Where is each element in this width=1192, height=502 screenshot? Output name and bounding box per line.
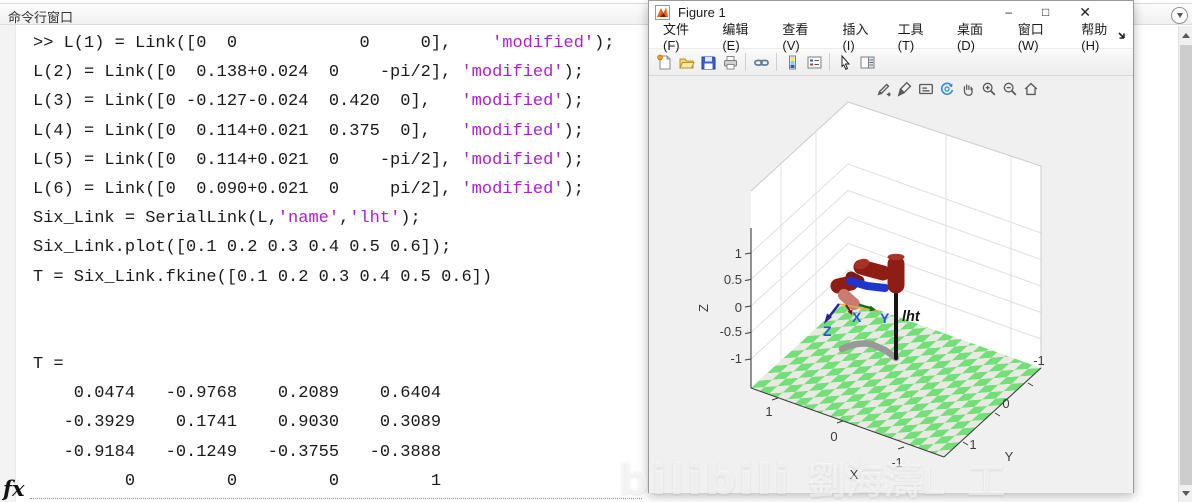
menu-item-7[interactable]: 帮助(H) (1081, 21, 1108, 53)
menu-item-4[interactable]: 工具(T) (897, 21, 924, 53)
brush-icon[interactable] (895, 79, 915, 99)
robot-3d-plot[interactable]: 1 0.5 0 -0.5 -1 Z 1 0 -1 X 1 0 -1 Y (649, 76, 1133, 493)
code-line: -0.3929 0.1741 0.9030 0.3089 (33, 413, 442, 433)
frame-y-label: Y (880, 310, 890, 326)
z-tick: 0 (735, 300, 742, 315)
code-line: >> L(1) = Link([0 0 0 0], 'modified'); (33, 34, 615, 53)
rotate-3d-icon[interactable] (937, 79, 957, 99)
code-line: T = Six_Link.fkine([0.1 0.2 0.3 0.4 0.5 … (33, 267, 493, 287)
toolbar-separator (745, 53, 746, 71)
property-inspector-icon[interactable] (856, 51, 878, 73)
code-line (33, 292, 615, 321)
zoom-out-icon[interactable] (1000, 79, 1020, 99)
figure-toolbar (649, 49, 1133, 76)
end-effector-frame: Z X Y lht (823, 303, 921, 339)
insert-colorbar-icon[interactable] (781, 51, 803, 73)
menu-item-5[interactable]: 桌面(D) (956, 21, 983, 53)
y-axis-label: Y (1005, 449, 1014, 464)
y-tick: 0 (1002, 396, 1009, 411)
x-tick: 1 (765, 404, 772, 419)
robot-name-label: lht (902, 309, 921, 325)
new-figure-icon[interactable] (653, 51, 675, 73)
code-line: L(6) = Link([0 0.090+0.021 0 pi/2], 'mod… (33, 179, 584, 199)
code-line: -0.9184 -0.1249 -0.3755 -0.3888 (33, 442, 442, 462)
command-window-title: 命令行窗口 (8, 10, 74, 25)
figure-window: Figure 1 – □ ✕ 文件(F) 编辑(E) 查看(V) 插入(I) 工具(T)… (648, 0, 1134, 493)
menu-overflow-icon[interactable] (1118, 30, 1128, 40)
z-tick: -1 (730, 351, 742, 366)
code-line: 0 0 0 1 (33, 471, 442, 491)
code-line: 0.0474 -0.9768 0.2089 0.6404 (33, 384, 442, 404)
axes-toolbar (874, 79, 1041, 99)
y-tick: 1 (969, 437, 976, 452)
robot-arm (830, 253, 905, 360)
prompt-separator (30, 498, 642, 499)
insert-legend-icon[interactable] (803, 51, 825, 73)
figure-window-title: Figure 1 (678, 4, 726, 20)
scroll-up-icon[interactable] (1179, 28, 1192, 43)
pan-icon[interactable] (958, 79, 978, 99)
edit-plot-cursor-icon[interactable] (834, 51, 856, 73)
code-line: T = (33, 355, 64, 375)
zoom-in-icon[interactable] (979, 79, 999, 99)
restore-view-icon[interactable] (1021, 79, 1041, 99)
export-icon[interactable] (874, 79, 894, 99)
z-tick: -0.5 (720, 324, 742, 339)
axes-tick-labels: 1 0.5 0 -0.5 -1 Z 1 0 -1 X 1 0 -1 Y (696, 246, 1045, 482)
panel-actions-icon[interactable] (1171, 7, 1188, 24)
menu-item-6[interactable]: 窗口(W) (1017, 21, 1044, 53)
matlab-figure-icon (655, 4, 670, 20)
figure-menubar: 文件(F) 编辑(E) 查看(V) 插入(I) 工具(T) 桌面(D) 窗口(W) 帮助(H) (649, 22, 1133, 53)
menu-item-3[interactable]: 插入(I) (842, 21, 869, 53)
code-line: L(2) = Link([0 0.138+0.024 0 -pi/2], 'mo… (33, 63, 584, 83)
toolbar-separator (776, 53, 777, 71)
datatips-icon[interactable] (916, 79, 936, 99)
code-line (33, 321, 615, 350)
scroll-down-icon[interactable] (1179, 486, 1192, 501)
open-file-icon[interactable] (675, 51, 697, 73)
menu-item-2[interactable]: 查看(V) (782, 21, 809, 53)
y-tick: -1 (1033, 353, 1045, 368)
z-axis-label: Z (696, 304, 711, 312)
x-tick: 0 (830, 429, 837, 444)
save-figure-icon[interactable] (697, 51, 719, 73)
minimize-icon[interactable]: – (1005, 5, 1013, 19)
code-line: L(4) = Link([0 0.114+0.021 0.375 0], 'mo… (33, 121, 584, 141)
x-tick: -1 (891, 455, 903, 470)
x-axis-label: X (850, 467, 859, 482)
figure-titlebar[interactable]: Figure 1 – □ ✕ (649, 1, 1133, 23)
code-line: Six_Link = SerialLink(L,'name','lht'); (33, 209, 421, 229)
z-tick: 0.5 (724, 272, 742, 287)
code-line: L(3) = Link([0 -0.127-0.024 0.420 0], 'm… (33, 92, 584, 112)
robot-shadow (838, 340, 900, 362)
command-window-scrollbar[interactable] (1178, 26, 1192, 502)
command-window-output: >> L(1) = Link([0 0 0 0], 'modified'); L(… (33, 29, 615, 496)
figure-canvas[interactable]: 1 0.5 0 -0.5 -1 Z 1 0 -1 X 1 0 -1 Y (649, 76, 1133, 493)
code-line: Six_Link.plot([0.1 0.2 0.3 0.4 0.5 0.6])… (33, 238, 452, 258)
print-figure-icon[interactable] (719, 51, 741, 73)
code-line: L(5) = Link([0 0.114+0.021 0 -pi/2], 'mo… (33, 150, 584, 170)
menu-item-1[interactable]: 编辑(E) (722, 21, 749, 53)
toolbar-separator (829, 53, 830, 71)
z-tick: 1 (735, 246, 742, 261)
link-plot-icon[interactable] (750, 51, 772, 73)
frame-z-label: Z (823, 323, 832, 339)
command-window-gutter (0, 25, 16, 502)
scrollbar-thumb[interactable] (1180, 45, 1192, 485)
axes-rulers (744, 228, 1042, 458)
maximize-icon[interactable]: □ (1042, 5, 1050, 19)
menu-item-0[interactable]: 文件(F) (663, 21, 690, 53)
fx-prompt-indicator: fx (3, 476, 25, 501)
frame-x-label: X (852, 309, 862, 325)
checkerboard-floor (751, 299, 1041, 457)
close-icon[interactable]: ✕ (1079, 4, 1091, 20)
